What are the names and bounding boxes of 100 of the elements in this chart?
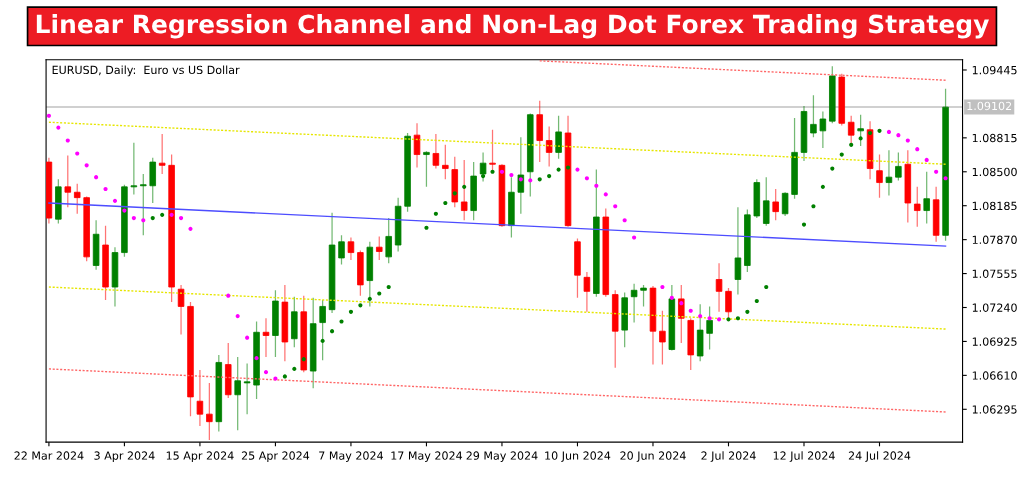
- point: [537, 177, 542, 182]
- point: [329, 329, 335, 334]
- point: [339, 319, 344, 324]
- point: [263, 370, 269, 375]
- point: [245, 335, 250, 340]
- point: [764, 284, 769, 290]
- point: [178, 216, 184, 221]
- point: [934, 169, 939, 174]
- point: [603, 192, 608, 197]
- point: [301, 357, 306, 362]
- point: [141, 218, 146, 223]
- x-tick-label: 22 Mar 2024: [14, 451, 84, 460]
- point: [443, 200, 448, 206]
- point: [188, 226, 193, 231]
- chart-title: Linear Regression Channel and Non-Lag Dot Forex Trading Strategy: [36, 14, 989, 39]
- point: [386, 284, 391, 290]
- point: [424, 225, 429, 230]
- point: [462, 184, 467, 189]
- point: [584, 176, 589, 181]
- point: [358, 303, 363, 308]
- point: [490, 169, 495, 174]
- point: [150, 216, 155, 221]
- point: [745, 309, 750, 314]
- point: [924, 157, 929, 163]
- text: EURUSD, Daily: Euro vs US Dollar: [52, 65, 240, 77]
- point: [801, 222, 807, 227]
- x-tick-label: 17 May 2024: [391, 451, 463, 462]
- x-tick-label: 24 Jul 2024: [848, 451, 911, 462]
- y-tick-label: 1.08185: [972, 201, 1017, 211]
- point: [820, 184, 825, 189]
- point: [75, 151, 80, 156]
- point: [452, 191, 457, 196]
- point: [622, 218, 627, 223]
- point: [131, 216, 136, 221]
- point: [867, 130, 873, 136]
- y-tick-label: 1.06295: [972, 405, 1017, 414]
- point: [905, 138, 910, 143]
- point: [481, 174, 486, 179]
- x-tick-label: 10 Jun 2024: [545, 451, 611, 462]
- y-tick-label: 1.09445: [972, 65, 1017, 75]
- x-tick-label: 2 Jul 2024: [701, 451, 756, 462]
- point: [348, 309, 354, 314]
- point: [169, 212, 174, 217]
- point: [254, 356, 259, 361]
- point: [509, 172, 514, 178]
- point: [632, 235, 637, 240]
- y-tick-label: 1.07870: [972, 235, 1017, 245]
- point: [669, 295, 674, 300]
- point: [235, 314, 240, 319]
- point: [660, 284, 665, 290]
- point: [613, 204, 618, 209]
- point: [915, 147, 920, 152]
- x-tick-label: 15 Apr 2024: [166, 451, 234, 462]
- point: [877, 128, 882, 133]
- point: [679, 301, 684, 306]
- point: [377, 291, 382, 296]
- point: [103, 186, 108, 192]
- point: [735, 316, 741, 321]
- point: [518, 177, 523, 182]
- x-tick-label: 20 Jun 2024: [620, 451, 686, 462]
- point: [565, 165, 571, 170]
- point: [94, 175, 99, 180]
- x-tick-label: 7 May 2024: [319, 451, 384, 462]
- y-tick-label: 1.06610: [972, 371, 1017, 380]
- point: [528, 178, 533, 183]
- point: [367, 296, 372, 301]
- point: [754, 298, 759, 304]
- x-tick-label: 25 Apr 2024: [241, 451, 310, 462]
- point: [849, 142, 854, 147]
- point: [84, 163, 89, 168]
- point: [65, 138, 70, 143]
- y-tick-label: 1.08815: [972, 133, 1017, 143]
- point: [46, 113, 51, 118]
- point: [707, 316, 712, 321]
- point: [594, 183, 599, 188]
- point: [716, 317, 722, 322]
- x-tick-label: 29 May 2024: [466, 451, 538, 462]
- point: [688, 308, 693, 313]
- point: [811, 204, 816, 209]
- point: [112, 198, 118, 203]
- point: [698, 314, 703, 319]
- point: [896, 133, 901, 138]
- y-tick-label: 1.07240: [972, 303, 1017, 312]
- ref-line-label: 1.09102: [967, 101, 1012, 111]
- x-tick-label: 12 Jul 2024: [773, 451, 835, 462]
- point: [433, 211, 438, 216]
- point: [886, 129, 892, 134]
- point: [499, 169, 505, 174]
- point: [292, 366, 297, 371]
- point: [282, 374, 287, 379]
- y-tick-label: 1.06925: [972, 337, 1017, 346]
- y-tick-label: 1.08500: [972, 167, 1017, 177]
- point: [830, 166, 835, 171]
- point: [226, 293, 231, 298]
- y-tick-label: 1.07555: [972, 269, 1017, 278]
- point: [160, 212, 165, 217]
- point: [547, 174, 552, 179]
- point: [943, 176, 948, 181]
- point: [839, 152, 844, 157]
- x-tick-label: 3 Apr 2024: [94, 451, 155, 462]
